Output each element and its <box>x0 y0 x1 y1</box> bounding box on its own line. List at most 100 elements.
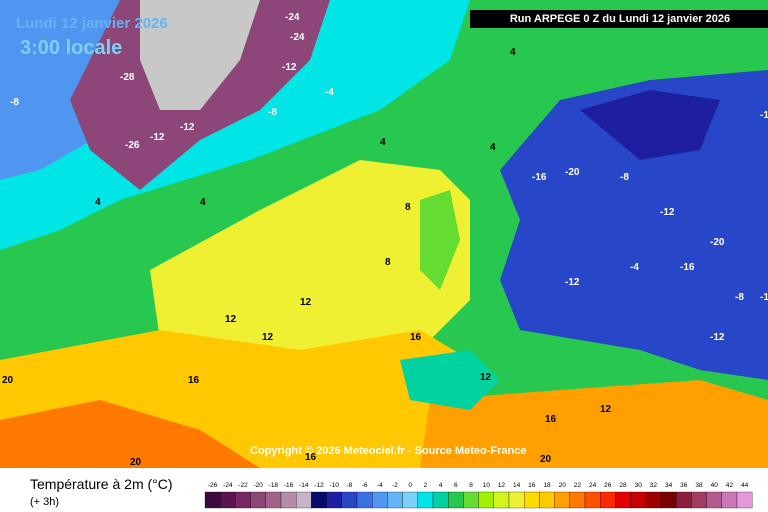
legend-value: 38 <box>695 482 703 489</box>
legend-value: -22 <box>238 482 248 489</box>
legend-value: 34 <box>665 482 673 489</box>
legend-swatch <box>508 491 525 509</box>
contour-label: -12 <box>660 207 675 218</box>
legend-swatch <box>356 491 373 509</box>
legend-value: 22 <box>574 482 582 489</box>
contour-label: -4 <box>325 87 334 98</box>
legend-value: 30 <box>635 482 643 489</box>
legend-swatch <box>524 491 540 509</box>
legend-swatch <box>220 491 236 509</box>
legend-value: 6 <box>454 482 458 489</box>
legend-value: 32 <box>650 482 658 489</box>
contour-label: 4 <box>380 137 386 148</box>
contour-label: 4 <box>95 197 101 208</box>
copyright: Copyright © 2026 Meteociel.fr - Source M… <box>250 445 526 457</box>
scandinavia-cold <box>580 90 720 160</box>
hot-zone <box>0 400 260 468</box>
legend-value: 28 <box>619 482 627 489</box>
legend-swatch <box>372 491 388 509</box>
run-label: Run ARPEGE 0 Z du Lundi 12 janvier 2026 <box>510 13 730 25</box>
legend-swatch <box>645 491 662 509</box>
legend-value: -8 <box>347 482 353 489</box>
legend-value: -4 <box>377 482 383 489</box>
warm-zone <box>150 160 470 350</box>
legend-swatch <box>660 491 677 509</box>
contour-label: -8 <box>735 292 744 303</box>
legend-value: 42 <box>726 482 734 489</box>
legend-swatch <box>387 491 403 509</box>
legend-value: -18 <box>269 482 279 489</box>
contour-label: 12 <box>225 314 237 325</box>
legend-swatch <box>463 491 479 509</box>
contour-label: 16 <box>305 452 317 463</box>
footer-title: Température à 2m (°C) <box>30 476 173 492</box>
contour-label: -12 <box>565 277 580 288</box>
legend-value: -16 <box>284 482 294 489</box>
legend-swatch <box>432 491 449 509</box>
contour-label: 16 <box>545 414 557 425</box>
legend-value: -12 <box>314 482 324 489</box>
legend-swatch <box>736 491 753 509</box>
legend-value: 40 <box>711 482 719 489</box>
med-zone <box>420 380 768 468</box>
ice-sheet <box>140 0 260 110</box>
legend-swatch <box>630 491 646 509</box>
contour-label: -24 <box>290 32 305 43</box>
legend-swatch <box>600 491 616 509</box>
contour-label: -28 <box>120 72 135 83</box>
legend-swatch <box>448 491 464 509</box>
legend-swatch <box>493 491 510 509</box>
legend-value: 16 <box>528 482 536 489</box>
contour-label: 20 <box>540 454 552 465</box>
legend-value: -2 <box>392 482 398 489</box>
legend-value: 36 <box>680 482 688 489</box>
legend-value: 2 <box>424 482 428 489</box>
legend-swatch <box>326 491 342 509</box>
legend-value: 10 <box>483 482 491 489</box>
contour-label: 8 <box>405 202 411 213</box>
time-label: 3:00 locale <box>20 37 122 59</box>
legend-value: -14 <box>299 482 309 489</box>
legend-swatch <box>554 491 570 509</box>
legend-value: 18 <box>543 482 551 489</box>
legend-value: -20 <box>253 482 263 489</box>
legend-value: 14 <box>513 482 521 489</box>
legend-value: -10 <box>329 482 339 489</box>
footer-step: (+ 3h) <box>30 496 59 508</box>
legend-value: -24 <box>223 482 233 489</box>
contour-label: -16 <box>532 172 547 183</box>
legend-swatch <box>341 491 358 509</box>
legend-swatch <box>539 491 555 509</box>
legend-value: 26 <box>604 482 612 489</box>
legend-swatch <box>615 491 631 509</box>
contour-label: -4 <box>630 262 639 273</box>
contour-label: 8 <box>385 257 391 268</box>
legend-value: -6 <box>362 482 368 489</box>
contour-label: -24 <box>285 12 300 23</box>
contour-label: -12 <box>710 332 725 343</box>
contour-label: 16 <box>188 375 200 386</box>
contour-label: -12 <box>282 62 297 73</box>
contour-label: -8 <box>620 172 629 183</box>
legend-swatch <box>265 491 282 509</box>
contour-label: -12 <box>760 292 768 303</box>
legend-swatch <box>691 491 707 509</box>
legend-value: 24 <box>589 482 597 489</box>
contour-label: -12 <box>760 110 768 121</box>
legend-value: 0 <box>408 482 412 489</box>
legend-swatch <box>204 491 221 509</box>
legend-swatch <box>417 491 434 509</box>
run-box <box>470 10 768 28</box>
legend-value: 44 <box>741 482 749 489</box>
legend-swatch <box>296 491 312 509</box>
legend-value: 20 <box>559 482 567 489</box>
legend-swatch <box>569 491 586 509</box>
contour-label: -8 <box>268 107 277 118</box>
legend-swatch <box>676 491 692 509</box>
contour-label: 12 <box>600 404 612 415</box>
contour-label: -12 <box>150 132 165 143</box>
contour-label: 4 <box>510 47 516 58</box>
contour-label: 12 <box>262 332 274 343</box>
